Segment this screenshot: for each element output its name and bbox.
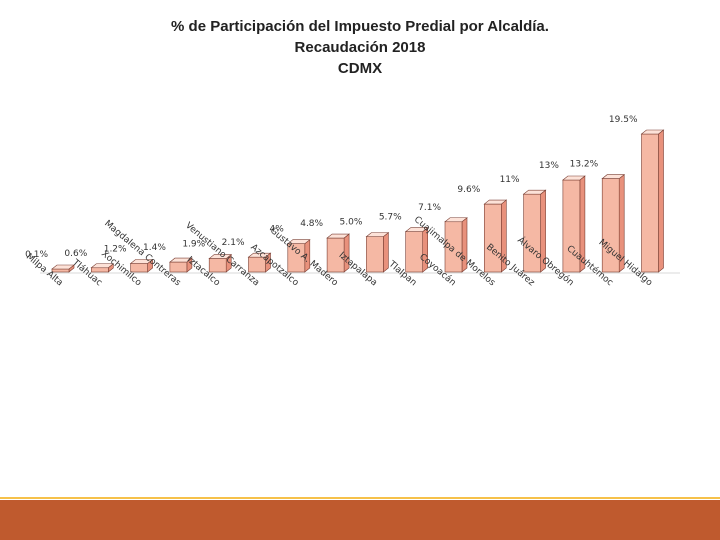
bar-10 <box>404 227 429 273</box>
footer-bar <box>0 500 720 540</box>
bar-8 <box>326 233 350 273</box>
bar-14 <box>562 175 586 273</box>
data-label-9: 5.0% <box>340 218 363 228</box>
bar-top <box>129 259 154 264</box>
bar-chart: 0.1%Milpa Alta 0.6%Tláhuac1.2%Xochimilco1… <box>24 115 680 289</box>
bar-top <box>169 257 193 263</box>
data-label-7: 4% <box>270 225 285 235</box>
data-label-4: 1.4% <box>143 243 166 253</box>
bar-4 <box>169 257 193 273</box>
chart-subtitle: Recaudación 2018 <box>294 39 426 56</box>
data-label-16: 19.5% <box>609 115 638 125</box>
bar-15 <box>601 173 626 273</box>
bar-top <box>326 233 350 239</box>
bar-5 <box>208 253 233 273</box>
data-label-1: 0.1% <box>25 250 48 260</box>
bar-top <box>640 129 665 135</box>
bar-top <box>562 175 586 181</box>
bar-1 <box>51 264 75 273</box>
data-label-15: 13.2% <box>570 160 599 170</box>
bar-13 <box>522 189 547 273</box>
chart-subtitle-region: CDMX <box>337 60 383 77</box>
bar-front <box>405 231 424 273</box>
bar-front <box>366 236 384 273</box>
bar-7 <box>286 239 311 273</box>
bar-11 <box>444 217 468 273</box>
chart-title: % de Participación del Impuesto Predial … <box>171 18 549 35</box>
bar-2 <box>90 263 115 273</box>
data-label-14: 13% <box>539 161 559 171</box>
category-label-6: Venustiano Carranza <box>183 221 261 289</box>
bar-9 <box>365 231 390 273</box>
bar-16 <box>640 129 665 273</box>
data-label-11: 7.1% <box>418 203 441 213</box>
bar-top <box>483 199 508 205</box>
bar-top <box>247 252 272 258</box>
bar-top <box>404 227 429 232</box>
bar-top <box>601 174 626 179</box>
footer-accent-line <box>0 497 720 499</box>
chart-title-block: % de Participación del Impuesto Predial … <box>0 16 720 79</box>
bar-front <box>169 261 188 273</box>
data-label-6: 2.1% <box>222 238 245 248</box>
bar-front <box>641 133 659 273</box>
bar-top <box>522 189 547 195</box>
data-label-10: 5.7% <box>379 213 402 223</box>
data-label-5: 1.9% <box>182 240 205 250</box>
data-label-2: 0.6% <box>64 249 87 259</box>
bar-top <box>90 263 115 269</box>
bar-3 <box>129 258 154 273</box>
bar-top <box>286 239 311 244</box>
bar-top <box>208 254 233 259</box>
bar-12 <box>483 199 508 273</box>
bar-top <box>444 217 468 223</box>
bar-top <box>365 232 390 237</box>
bar-side <box>658 129 664 273</box>
data-label-8: 4.8% <box>300 219 323 229</box>
bar-6 <box>247 252 272 273</box>
bar-front <box>130 263 148 273</box>
data-label-13: 11% <box>500 175 520 185</box>
bar-top <box>51 264 75 270</box>
data-label-3: 1.2% <box>104 245 127 255</box>
data-label-12: 9.6% <box>457 185 480 195</box>
